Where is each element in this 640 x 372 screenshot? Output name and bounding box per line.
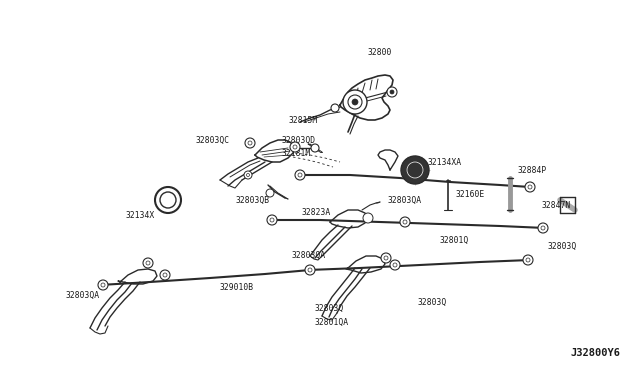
Circle shape	[155, 187, 181, 213]
Text: 329010B: 329010B	[220, 283, 254, 292]
Text: 32803QD: 32803QD	[282, 135, 316, 144]
Circle shape	[311, 144, 319, 152]
Circle shape	[146, 261, 150, 265]
Circle shape	[246, 173, 250, 176]
Text: 32803Q: 32803Q	[548, 241, 577, 250]
Text: 32800: 32800	[368, 48, 392, 57]
Circle shape	[305, 265, 315, 275]
Circle shape	[401, 156, 429, 184]
Circle shape	[295, 170, 305, 180]
Circle shape	[352, 99, 358, 105]
Circle shape	[393, 263, 397, 267]
Circle shape	[143, 258, 153, 268]
Text: 32803Q: 32803Q	[315, 304, 344, 312]
Text: 32801Q: 32801Q	[440, 235, 469, 244]
Circle shape	[98, 280, 108, 290]
Circle shape	[266, 189, 274, 197]
Text: 32815M: 32815M	[289, 115, 318, 125]
Circle shape	[267, 215, 277, 225]
Circle shape	[381, 253, 391, 263]
Circle shape	[348, 95, 362, 109]
Text: 32181M: 32181M	[282, 148, 311, 157]
Circle shape	[245, 138, 255, 148]
Text: 32803QA: 32803QA	[388, 196, 422, 205]
Circle shape	[363, 213, 373, 223]
Text: 32134X: 32134X	[126, 211, 156, 219]
Circle shape	[400, 217, 410, 227]
Circle shape	[523, 255, 533, 265]
Text: 32847N: 32847N	[542, 201, 572, 209]
Text: 32803QA: 32803QA	[66, 291, 100, 299]
Circle shape	[525, 182, 535, 192]
Circle shape	[290, 142, 300, 152]
Circle shape	[390, 90, 394, 94]
Circle shape	[403, 220, 407, 224]
Text: 32803QC: 32803QC	[196, 135, 230, 144]
Text: J32800Y6: J32800Y6	[570, 348, 620, 358]
Text: 32160E: 32160E	[456, 189, 485, 199]
Circle shape	[101, 283, 105, 287]
Circle shape	[248, 141, 252, 145]
Circle shape	[526, 258, 530, 262]
Circle shape	[343, 90, 367, 114]
Circle shape	[160, 270, 170, 280]
Text: 32884P: 32884P	[518, 166, 547, 174]
Circle shape	[298, 173, 302, 177]
Circle shape	[407, 162, 423, 178]
Circle shape	[244, 171, 252, 179]
Circle shape	[538, 223, 548, 233]
Circle shape	[528, 185, 532, 189]
Circle shape	[384, 256, 388, 260]
Circle shape	[160, 192, 176, 208]
Text: 32803QA: 32803QA	[292, 250, 326, 260]
Circle shape	[331, 104, 339, 112]
Circle shape	[308, 268, 312, 272]
Circle shape	[387, 87, 397, 97]
Text: 32803Q: 32803Q	[418, 298, 447, 307]
Text: 32823A: 32823A	[302, 208, 332, 217]
Circle shape	[390, 260, 400, 270]
Circle shape	[270, 218, 274, 222]
Text: 32801QA: 32801QA	[315, 317, 349, 327]
Circle shape	[163, 273, 167, 277]
Circle shape	[293, 145, 297, 149]
Text: 32134XA: 32134XA	[428, 157, 462, 167]
Text: 32803QB: 32803QB	[236, 196, 270, 205]
Circle shape	[541, 226, 545, 230]
